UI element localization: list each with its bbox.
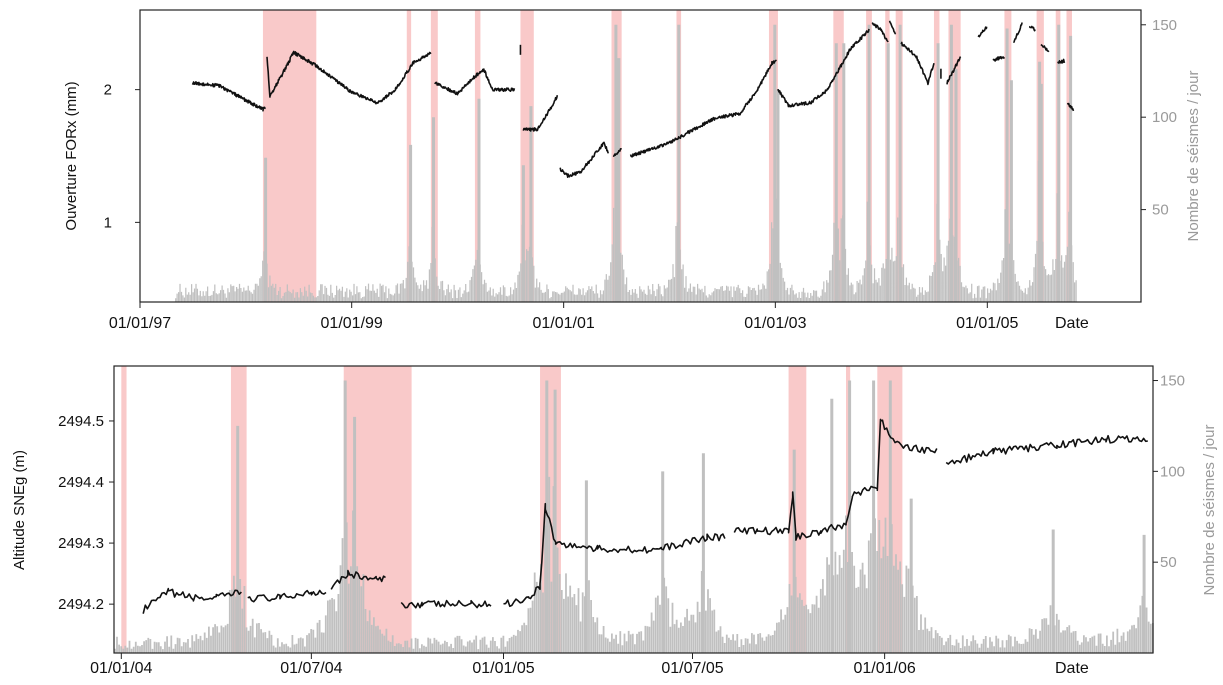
x-axis-ticks: 01/01/97 01/01/99 01/01/01 01/01/03 01/01/05 (109, 302, 1019, 332)
x-tick-label-2: 01/01/01 (533, 315, 595, 332)
y-tick-label-3: 2494.5 (58, 413, 104, 430)
series-segment-14 (977, 26, 988, 38)
series-segment-5 (733, 418, 938, 541)
series-segment-3 (400, 599, 492, 609)
series-segment-5 (559, 141, 610, 178)
series-segment-2 (330, 569, 386, 590)
series-segment-8 (777, 28, 870, 108)
x-tick-label-3: 01/07/05 (661, 660, 723, 677)
y-tick-label-2: 2494.4 (58, 474, 104, 491)
seismicity-bars (114, 380, 1154, 653)
series-segment-19 (1057, 58, 1066, 64)
y-tick-label-0: 1 (104, 214, 112, 231)
x-tick-label-1: 01/01/99 (321, 315, 383, 332)
event-band-8 (833, 10, 844, 302)
y2-axis-ticks: 50 100 150 (1153, 373, 1185, 571)
series-segment-1 (266, 50, 432, 105)
y-axis-ticks: 2494.2 2494.3 2494.4 2494.5 (58, 413, 114, 613)
y2-tick-label-2: 150 (1160, 373, 1185, 390)
date-label: Date (1055, 660, 1089, 677)
series-segment-18 (1040, 43, 1050, 53)
y2-tick-label-1: 100 (1160, 463, 1185, 480)
series-segment-6 (612, 148, 622, 157)
plot-frame (139, 9, 1142, 303)
daily-seismicity-bars (175, 24, 1077, 303)
x-axis-ticks: 01/01/04 01/07/04 01/01/05 01/07/05 01/01/06 (90, 653, 916, 677)
series-segment-10 (888, 20, 897, 35)
series-segment-7 (629, 59, 777, 158)
plot-frame (113, 365, 1154, 654)
series-segment-17 (1028, 25, 1036, 32)
series-segment-1 (247, 589, 327, 603)
series-segment-11 (900, 41, 935, 86)
y2-tick-label-2: 150 (1152, 17, 1177, 34)
y2-axis-ticks: 50 100 150 (1141, 17, 1177, 219)
daily-seismicity-bars (114, 380, 1154, 653)
seismicity-bars (175, 24, 1077, 303)
event-band-0 (121, 366, 127, 653)
y2-tick-label-0: 50 (1160, 554, 1177, 571)
series-segment-9 (871, 22, 889, 43)
series-segment-20 (1066, 102, 1075, 112)
series-segment-0 (142, 587, 242, 614)
series-segment-13 (946, 56, 962, 85)
event-band-5 (845, 366, 851, 653)
y-tick-label-1: 2494.3 (58, 535, 104, 552)
y-tick-label-1: 2 (104, 82, 112, 99)
opening-series (191, 20, 1075, 178)
y2-tick-label-0: 50 (1152, 202, 1169, 219)
y2-tick-label-1: 100 (1152, 109, 1177, 126)
x-tick-label-1: 01/07/04 (280, 660, 342, 677)
series-segment-4 (503, 502, 726, 608)
x-tick-label-2: 01/01/05 (472, 660, 534, 677)
series-segment-0 (191, 81, 266, 112)
x-tick-label-4: 01/01/05 (956, 315, 1018, 332)
x-tick-label-0: 01/01/97 (109, 315, 171, 332)
series-segment-15 (992, 55, 1006, 62)
series-segment-6 (945, 434, 1148, 465)
y2-axis-label: Nombre de séismes / jour (1201, 425, 1218, 596)
y-tick-label-0: 2494.2 (58, 596, 104, 613)
event-band-0 (262, 10, 317, 302)
x-tick-label-0: 01/01/04 (90, 660, 152, 677)
sneg-altitude-chart: 2494.2 2494.3 2494.4 2494.5 50 100 150 01/01/… (11, 365, 1218, 677)
altitude-series (142, 418, 1148, 614)
y-axis-label: Ouverture FORx (mm) (63, 81, 80, 230)
date-label: Date (1055, 315, 1089, 332)
series-segment-4 (522, 95, 559, 132)
y-axis-ticks: 12 (104, 82, 140, 231)
event-band-1 (406, 10, 412, 302)
y-axis-label: Altitude SNEg (m) (11, 450, 28, 570)
x-tick-label-3: 01/01/03 (744, 315, 806, 332)
series-segment-2 (434, 68, 516, 96)
x-tick-label-4: 01/01/06 (853, 660, 915, 677)
y2-axis-label: Nombre de séismes / jour (1185, 71, 1202, 242)
series-segment-16 (1012, 22, 1023, 43)
